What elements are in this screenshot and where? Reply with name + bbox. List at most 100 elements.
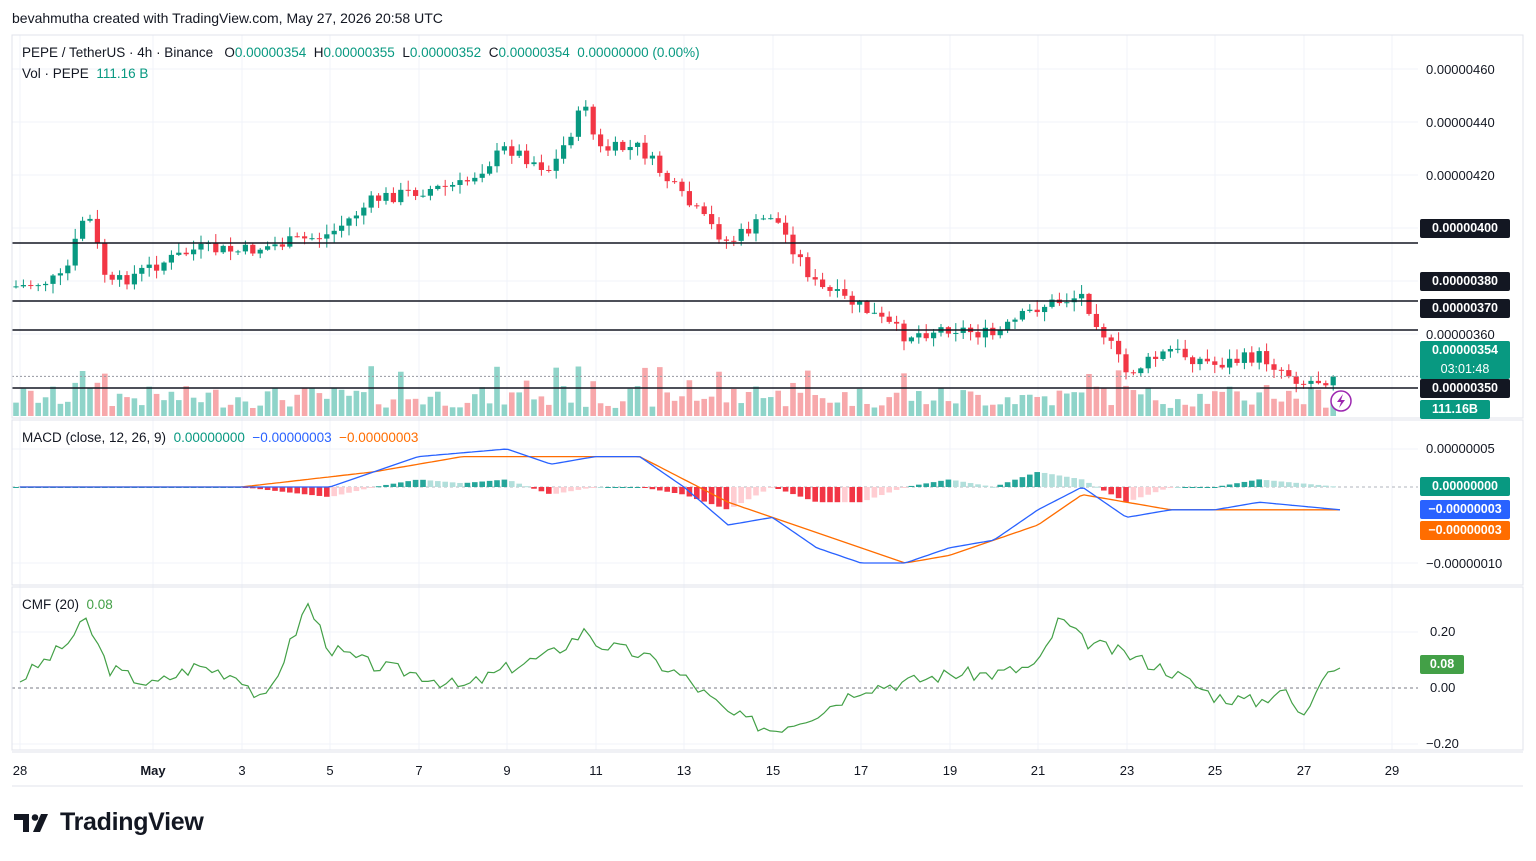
macd-histogram-bar <box>1278 481 1285 487</box>
volume-bar <box>257 405 263 416</box>
candle-body <box>109 274 115 280</box>
macd-histogram-bar <box>953 480 959 487</box>
candle-body <box>1315 380 1321 384</box>
macd-histogram-bar <box>472 482 478 487</box>
macd-histogram-bar <box>449 482 456 487</box>
volume-bar <box>79 370 86 416</box>
volume-bar <box>324 398 330 416</box>
volume-bar <box>1189 406 1196 416</box>
candle-body <box>953 332 959 334</box>
volume-bar <box>701 398 707 416</box>
candle-body <box>472 177 478 182</box>
macd-histogram-bar <box>982 485 989 487</box>
volume-bar <box>1138 394 1144 416</box>
volume-bar <box>509 392 515 416</box>
cmf-label[interactable]: CMF (20) <box>22 597 79 612</box>
macd-histogram-bar <box>442 481 448 487</box>
volume-bar <box>153 393 160 416</box>
candle-body <box>1278 369 1284 371</box>
volume-bar <box>242 401 249 416</box>
candle-body <box>738 228 744 241</box>
candle-body <box>154 264 160 271</box>
volume-bar <box>161 400 167 416</box>
tradingview-logo[interactable]: TradingView <box>14 808 204 837</box>
volume-bar <box>879 405 885 416</box>
macd-histogram-bar <box>775 487 781 489</box>
volume-bar <box>1263 385 1270 416</box>
macd-histogram-bar <box>664 487 670 492</box>
volume-bar <box>923 404 929 416</box>
volume-bar <box>361 392 367 416</box>
volume-bar <box>960 390 966 416</box>
macd-histogram-bar <box>13 487 19 488</box>
candle-body <box>901 323 907 342</box>
candle-body <box>191 249 197 255</box>
volume-bar <box>1212 391 1218 416</box>
candle-body <box>509 146 515 156</box>
macd-histogram-bar <box>509 481 515 487</box>
volume-bar <box>28 390 34 416</box>
macd-histogram-bar <box>1175 487 1181 488</box>
candle-body <box>1093 313 1099 328</box>
macd-histogram-bar <box>331 487 337 497</box>
tradingview-logo-icon <box>14 813 48 832</box>
candle-body <box>383 192 389 201</box>
candle-body <box>575 110 581 137</box>
volume-bar <box>1249 404 1255 416</box>
macd-label[interactable]: MACD (close, 12, 26, 9) <box>22 430 167 445</box>
volume-bar <box>590 381 596 416</box>
candle-body <box>642 142 648 159</box>
volume-bar <box>1234 391 1240 416</box>
candle-body <box>1323 383 1329 386</box>
volume-bar <box>35 402 41 416</box>
macd-histogram-bar <box>1027 474 1033 487</box>
candle-body <box>376 195 382 201</box>
candle-body <box>1330 376 1336 386</box>
macd-histogram-bar <box>1056 475 1063 487</box>
x-tick: 17 <box>853 763 869 778</box>
price-tick: 0.00000440 <box>1426 115 1495 130</box>
volume-bar <box>1027 394 1033 416</box>
candle-body <box>1308 380 1314 384</box>
open-value: 0.00000354 <box>234 45 307 60</box>
candle-body <box>731 240 737 242</box>
candle-body <box>302 236 308 239</box>
volume-bar <box>287 406 293 416</box>
change-value: 0.00000000 (0.00%) <box>577 45 700 60</box>
volume-bar <box>945 401 952 416</box>
macd-histogram-bar <box>1241 481 1248 487</box>
level-tag-370: 0.00000370 <box>1420 299 1510 318</box>
candle-body <box>864 301 870 313</box>
candle-body <box>176 252 182 255</box>
macd-histogram-bar <box>1138 487 1144 498</box>
macd-histogram-bar <box>923 483 929 487</box>
volume-bar <box>316 393 323 416</box>
volume-bar <box>1086 373 1092 416</box>
volume-bar <box>190 397 197 416</box>
volume-bar <box>1115 370 1122 416</box>
macd-histogram-bar <box>287 487 293 493</box>
candle-body <box>413 190 419 196</box>
x-tick: 29 <box>1384 763 1400 778</box>
macd-histogram-bar <box>671 487 678 494</box>
candle-body <box>931 332 937 339</box>
macd-histogram-bar <box>375 486 382 488</box>
cmf-tick: 0.00 <box>1430 680 1456 695</box>
macd-histogram-bar <box>568 487 574 492</box>
volume-bar <box>1226 386 1233 416</box>
candle-body <box>783 222 789 235</box>
symbol-title[interactable]: PEPE / TetherUS · 4h · Binance <box>22 45 214 60</box>
volume-bar <box>782 406 789 416</box>
volume-bar <box>605 405 611 416</box>
volume-bar <box>1123 385 1129 416</box>
candle-body <box>1167 349 1173 352</box>
volume-bar <box>102 373 108 416</box>
candle-body <box>524 150 530 165</box>
macd-histogram-bar <box>893 487 900 490</box>
volume-bar <box>990 404 996 416</box>
candle-body <box>1197 358 1203 365</box>
volume-bar <box>1278 401 1285 416</box>
macd-histogram-bar <box>412 479 419 487</box>
volume-label[interactable]: Vol · PEPE <box>22 66 89 81</box>
